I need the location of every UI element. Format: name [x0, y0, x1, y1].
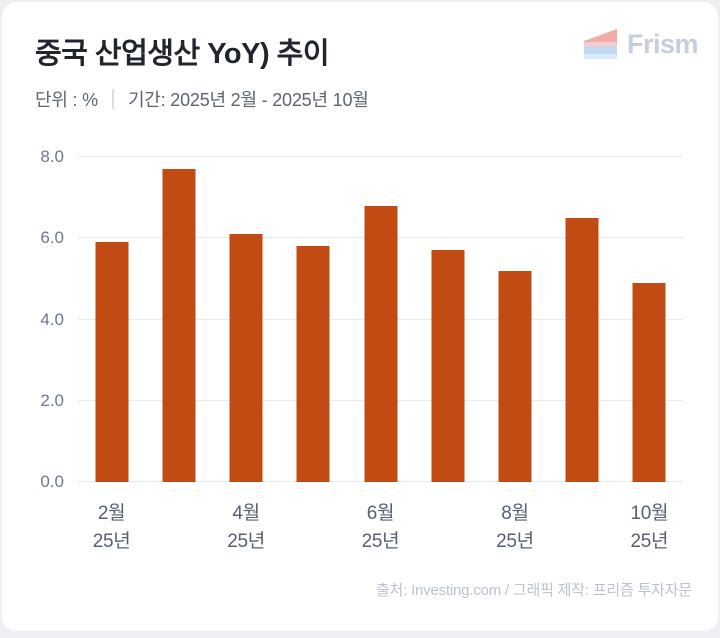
y-tick-label: 2.0: [40, 390, 64, 410]
prism-area-chart-icon: [583, 29, 617, 59]
y-axis-labels: 0.0 2.0 4.0 6.0 8.0: [2, 147, 64, 491]
subtitle-divider: [111, 89, 114, 109]
period-label: 기간: 2025년 2월 - 2025년 10월: [127, 90, 369, 110]
bar-9월: [565, 217, 599, 482]
x-tick-month: 2월: [97, 503, 126, 524]
x-tick-month: 8월: [501, 503, 529, 524]
x-tick-year: 25년: [496, 531, 534, 552]
x-tick-month: 6월: [366, 503, 395, 524]
brand-name: Frism: [626, 28, 699, 59]
y-tick-label: 8.0: [40, 147, 64, 166]
y-tick-label: 0.0: [40, 472, 64, 491]
plot-area: [78, 156, 683, 482]
bar-4월: [229, 234, 263, 482]
brand-logo: Frism: [583, 28, 699, 60]
y-tick-label: 6.0: [40, 228, 64, 248]
x-tick-month: 10월: [630, 503, 669, 524]
chart-subtitle: 단위 : % 기간: 2025년 2월 - 2025년 10월: [35, 86, 369, 112]
x-tick-year: 25년: [361, 531, 400, 552]
bar-6월: [364, 205, 397, 482]
bar-2월: [95, 242, 129, 482]
x-axis-labels: 2월 25년 4월 25년 6월 25년 8월 25년 10월 25년: [78, 500, 683, 562]
x-tick-year: 25년: [227, 531, 265, 552]
y-tick-label: 4.0: [40, 309, 64, 329]
source-credit: 출처: Investing.com / 그래픽 제작: 프리즘 투자자문: [375, 582, 692, 599]
bar-5월: [296, 246, 330, 482]
bar-10월: [632, 282, 666, 482]
gridline: [78, 156, 683, 157]
unit-label: 단위 : %: [35, 90, 98, 110]
x-tick-month: 4월: [232, 503, 260, 524]
x-tick-label: 10월 25년: [631, 500, 669, 556]
x-tick-label: 6월 25년: [362, 500, 400, 556]
page-title: 중국 산업생산 YoY) 추이: [35, 38, 330, 70]
bar-8월: [498, 270, 532, 482]
x-tick-year: 25년: [92, 531, 131, 552]
bar-3월: [162, 169, 196, 482]
x-tick-year: 25년: [630, 531, 669, 552]
x-tick-label: 4월 25년: [227, 500, 265, 556]
bar-7월: [431, 250, 465, 482]
x-tick-label: 2월 25년: [93, 500, 131, 556]
x-tick-label: 8월 25년: [496, 500, 534, 556]
